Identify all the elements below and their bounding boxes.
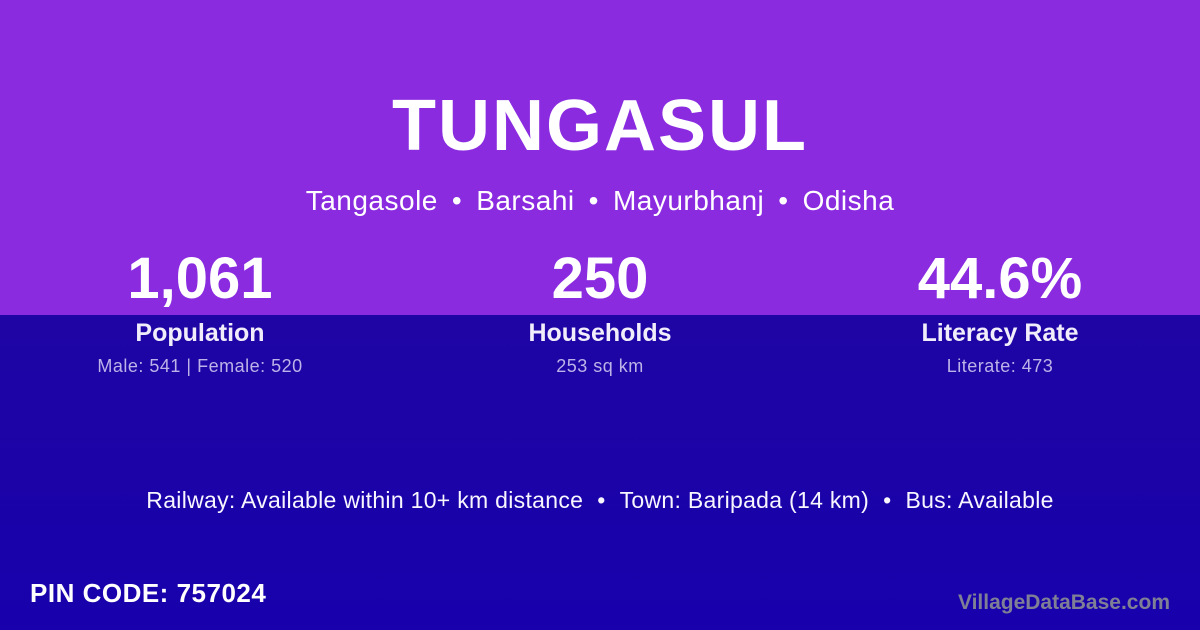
breadcrumb-item: Mayurbhanj [612, 185, 765, 216]
literacy-label: Literacy Rate [921, 319, 1079, 347]
amenities-line: Railway: Available within 10+ km distanc… [0, 486, 1200, 514]
dot-separator: • [597, 487, 606, 513]
literacy-value: 44.6% [917, 246, 1083, 311]
dot-separator: • [451, 185, 463, 216]
dot-separator: • [588, 185, 599, 216]
village-title: TUNGASUL [392, 86, 808, 166]
households-detail: 253 sq km [556, 356, 644, 376]
population-value: 1,061 [127, 246, 273, 311]
literacy-detail: Literate: 473 [946, 356, 1054, 376]
pin-code-value: 757024 [176, 578, 267, 608]
stat-households: 250 Households 253 sq km [400, 250, 800, 378]
breadcrumb-item: Tangasole [305, 185, 438, 216]
amenity-item: Bus: Available [905, 487, 1054, 513]
breadcrumb-item: Barsahi [476, 185, 575, 216]
stat-population: 1,061 Population Male: 541 | Female: 520 [0, 250, 400, 378]
stats-row: 1,061 Population Male: 541 | Female: 520… [0, 250, 1200, 378]
households-label: Households [528, 319, 672, 347]
dot-separator: • [883, 487, 892, 513]
population-label: Population [135, 319, 265, 347]
breadcrumb: Tangasole • Barsahi • Mayurbhanj • Odisha [0, 184, 1200, 218]
amenity-item: Town: Baripada (14 km) [619, 487, 870, 513]
pin-code: PIN CODE: 757024 [30, 578, 266, 608]
breadcrumb-item: Odisha [802, 185, 895, 216]
indigo-background-panel [0, 315, 1200, 630]
dot-separator: • [778, 185, 789, 216]
amenity-item: Railway: Available within 10+ km distanc… [146, 487, 584, 513]
purple-background-panel [0, 0, 1200, 315]
population-detail: Male: 541 | Female: 520 [97, 356, 303, 376]
pin-code-label: PIN CODE: [30, 578, 169, 608]
header: TUNGASUL Tangasole • Barsahi • Mayurbhanj • Od… [0, 88, 1200, 218]
stat-literacy-rate: 44.6% Literacy Rate Literate: 473 [800, 250, 1200, 378]
households-value: 250 [551, 246, 649, 311]
watermark-site-name: VillageDataBase.com [957, 591, 1170, 614]
